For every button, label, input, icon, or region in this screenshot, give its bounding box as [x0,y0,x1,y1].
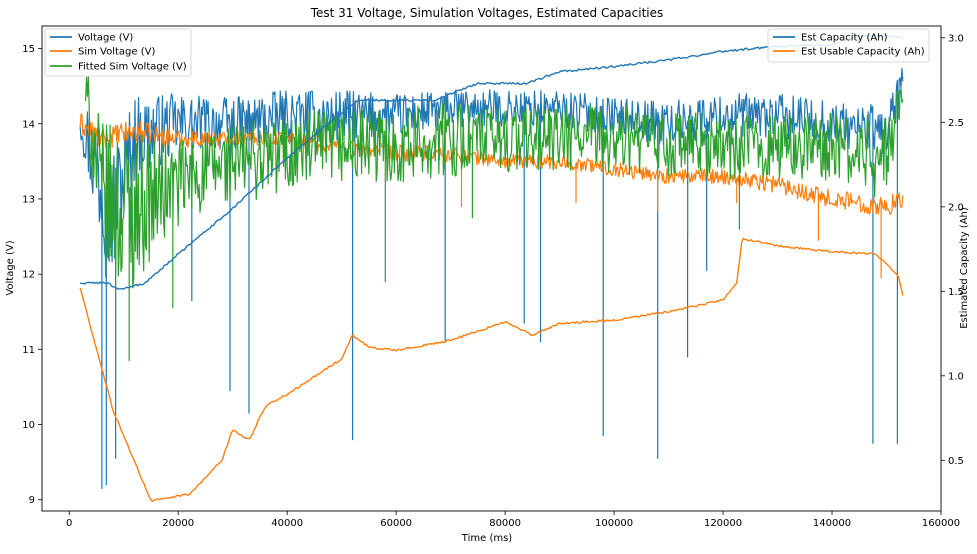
y-axis-left: 9 10 11 12 13 14 15 [22,44,42,506]
x-tick-label: 140000 [813,518,851,529]
x-tick-label: 120000 [704,518,742,529]
series-line-est-capacity-ah [79,34,904,290]
y-left-tick-label: 14 [22,119,35,130]
y-left-tick-label: 12 [22,270,35,281]
y-left-tick-label: 11 [22,345,35,356]
y-left-tick-label: 15 [22,44,35,55]
legend-left: Voltage (V) Sim Voltage (V) Fitted Sim V… [44,28,192,77]
y-right-tick-label: 2.0 [948,202,964,213]
legend-label-voltage: Voltage (V) [78,33,133,44]
y-left-tick-label: 9 [29,495,35,506]
plot-area [79,34,904,503]
chart-title: Test 31 Voltage, Simulation Voltages, Es… [310,6,664,20]
y-right-tick-label: 1.5 [948,287,964,298]
y-right-tick-label: 3.0 [948,33,964,44]
y-axis-right: 0.5 1.0 1.5 2.0 2.5 3.0 [941,33,964,467]
x-axis-label: Time (ms) [461,533,513,544]
legend-label-est-capacity: Est Capacity (Ah) [801,33,888,44]
series-line-sim-voltage-v [79,113,904,279]
y-left-tick-label: 10 [22,420,35,431]
legend-left-box [44,28,192,77]
legend-label-fitted-sim-voltage: Fitted Sim Voltage (V) [78,62,187,73]
legend-right-box [767,28,930,63]
legend-right: Est Capacity (Ah) Est Usable Capacity (A… [767,28,930,63]
series-line-est-usable-capacity-ah [79,237,904,503]
x-tick-label: 80000 [489,518,521,529]
y-right-tick-label: 0.5 [948,456,964,467]
voltage-series-group [79,67,904,489]
y-axis-right-label: Estimated Capacity (Ah) [959,207,970,329]
y-right-tick-label: 2.5 [948,118,964,129]
x-tick-label: 40000 [271,518,303,529]
legend-label-sim-voltage: Sim Voltage (V) [78,47,155,58]
x-tick-label: 0 [66,518,72,529]
x-axis: 0 20000 40000 60000 80000 100000 120000 140000 1… [66,511,960,529]
x-tick-label: 60000 [380,518,412,529]
series-line-fitted-sim-voltage-v [85,76,904,388]
capacity-series-group [79,34,904,503]
plot-frame [41,25,942,512]
x-tick-label: 20000 [162,518,194,529]
y-left-tick-label: 13 [22,194,35,205]
legend-label-est-usable-capacity: Est Usable Capacity (Ah) [801,47,925,58]
y-axis-left-label: Voltage (V) [5,240,16,295]
x-tick-label: 100000 [595,518,633,529]
x-tick-label: 160000 [922,518,960,529]
y-right-tick-label: 1.0 [948,371,964,382]
